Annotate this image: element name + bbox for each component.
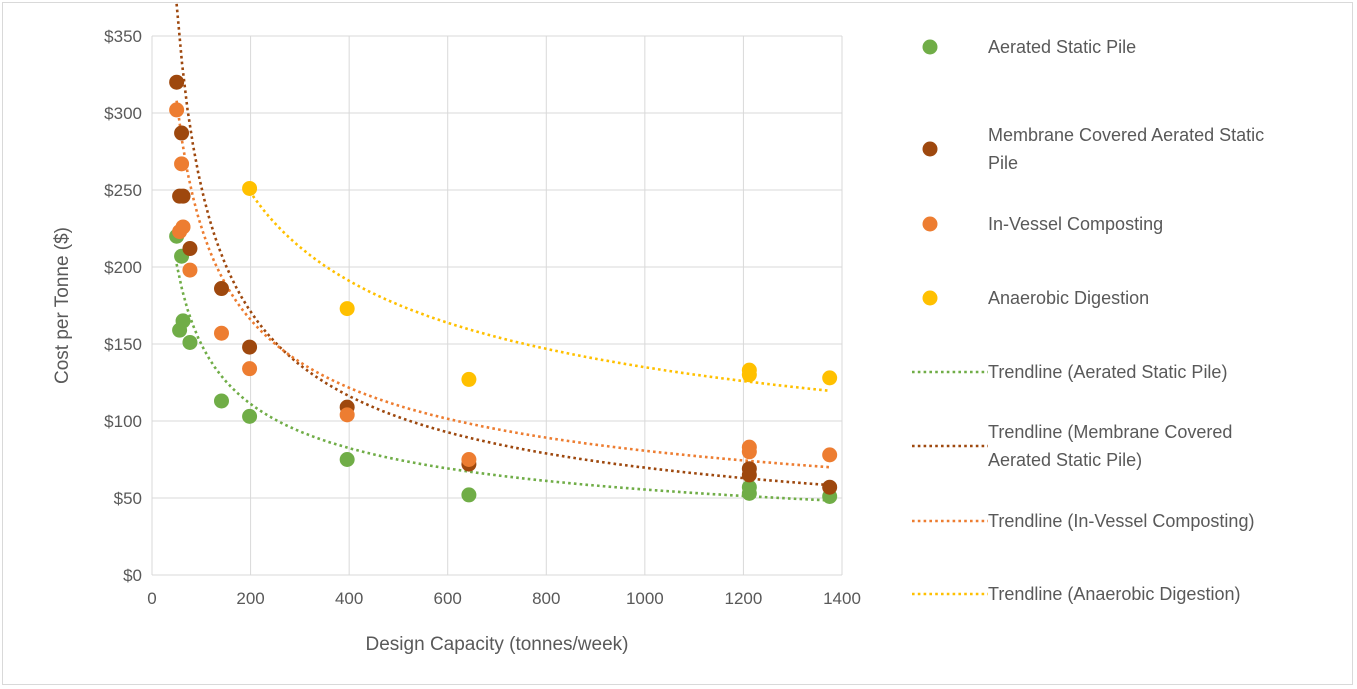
x-tick-label: 200 [236, 589, 264, 608]
data-point [242, 339, 258, 355]
data-point [242, 180, 258, 196]
trendline [175, 263, 830, 502]
x-tick-label: 1400 [823, 589, 861, 608]
legend: Aerated Static Pile Membrane Covered Aera… [912, 37, 1264, 604]
y-tick-label: $200 [104, 258, 142, 277]
data-point [182, 262, 198, 278]
legend-label: Membrane Covered Aerated Static [988, 125, 1264, 145]
gridlines [151, 35, 843, 576]
trendline [248, 190, 830, 393]
legend-label: Trendline (Anaerobic Digestion) [988, 584, 1240, 604]
legend-marker [922, 39, 938, 55]
data-point [461, 371, 477, 387]
y-axis-title: Cost per Tonne ($) [52, 227, 73, 384]
legend-marker [922, 141, 938, 157]
trendline [175, 3, 830, 487]
data-point [822, 370, 838, 386]
legend-label: In-Vessel Composting [988, 214, 1163, 234]
x-tick-label: 1000 [626, 589, 664, 608]
data-point [169, 74, 185, 90]
legend-marker [922, 216, 938, 232]
data-point [175, 188, 191, 204]
data-point [182, 241, 198, 257]
data-point [741, 439, 757, 455]
data-point [242, 361, 258, 377]
data-points [169, 74, 838, 504]
x-tick-label: 800 [532, 589, 560, 608]
legend-label: Aerated Static Pile) [988, 450, 1142, 470]
data-point [741, 362, 757, 378]
x-tick-label: 1200 [725, 589, 763, 608]
y-tick-label: $0 [123, 566, 142, 585]
data-point [339, 407, 355, 423]
trendline [175, 100, 830, 469]
data-point [174, 156, 190, 172]
y-tick-label: $100 [104, 412, 142, 431]
x-tick-label: 400 [335, 589, 363, 608]
trendlines [175, 3, 830, 502]
x-axis-title: Design Capacity (tonnes/week) [366, 634, 629, 655]
y-tick-label: $250 [104, 181, 142, 200]
legend-label: Aerated Static Pile [988, 37, 1136, 57]
legend-label: Pile [988, 153, 1018, 173]
x-tick-label: 600 [434, 589, 462, 608]
y-tick-label: $50 [114, 489, 142, 508]
legend-label: Anaerobic Digestion [988, 288, 1149, 308]
data-point [741, 479, 757, 495]
data-point [741, 461, 757, 477]
data-point [182, 334, 198, 350]
data-point [339, 301, 355, 317]
y-tick-label: $350 [104, 27, 142, 46]
data-point [175, 219, 191, 235]
data-point [169, 102, 185, 118]
data-point [339, 452, 355, 467]
legend-label: Trendline (In-Vessel Composting) [988, 511, 1254, 531]
data-point [213, 281, 229, 297]
data-point [461, 452, 477, 467]
y-tick-label: $150 [104, 335, 142, 354]
data-point [822, 479, 838, 495]
tick-labels: 0 200 400 600 800 1000 1200 1400 $0 $50 $100 $150 $2… [104, 27, 861, 608]
data-point [175, 313, 191, 329]
legend-label: Trendline (Aerated Static Pile) [988, 362, 1227, 382]
data-point [174, 125, 190, 141]
data-point [242, 408, 258, 424]
y-tick-label: $300 [104, 104, 142, 123]
data-point [213, 393, 229, 409]
legend-marker [922, 290, 938, 306]
data-point [461, 487, 477, 503]
x-tick-label: 0 [147, 589, 156, 608]
data-point [213, 325, 229, 341]
data-point [822, 447, 838, 463]
legend-label: Trendline (Membrane Covered [988, 422, 1232, 442]
